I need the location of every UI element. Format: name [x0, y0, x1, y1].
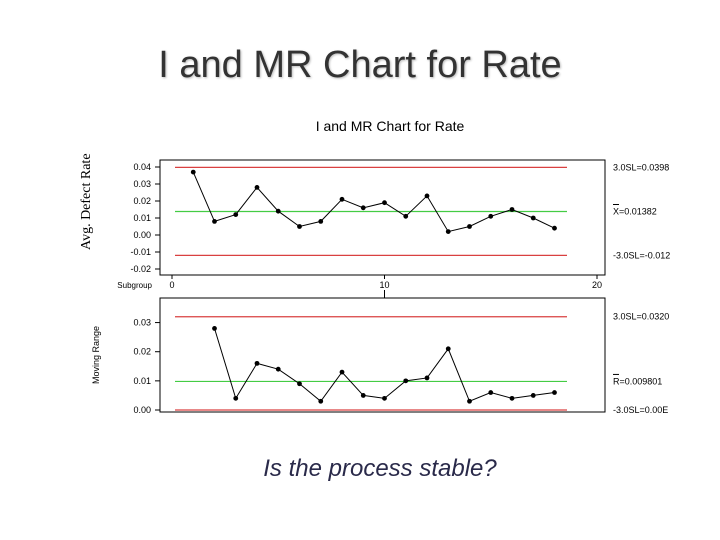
x-tick-label: 0	[169, 280, 174, 290]
data-point	[297, 224, 302, 229]
data-point	[467, 224, 472, 229]
data-point	[488, 390, 494, 395]
data-point	[212, 326, 217, 331]
x-axis-label: Subgroup	[117, 281, 152, 290]
data-point	[360, 393, 366, 398]
chart-title: I and MR Chart for Rate	[316, 118, 465, 134]
data-point	[190, 169, 196, 175]
y-tick-label: -0.02	[130, 264, 151, 274]
y-tick-label: 0.04	[133, 162, 151, 172]
mr-y-axis-label: Moving Range	[91, 326, 101, 384]
data-point	[467, 398, 472, 404]
x-tick-label: 20	[592, 280, 602, 290]
data-point	[212, 219, 217, 224]
y-tick-label: 0.00	[133, 405, 151, 415]
data-point	[424, 193, 430, 199]
data-point	[254, 185, 260, 190]
y-tick-label: 0.02	[133, 196, 151, 206]
data-point	[318, 398, 324, 404]
center-label: X=0.01382	[613, 207, 657, 217]
y-tick-label: -0.01	[130, 247, 151, 257]
question-text: Is the process stable?	[263, 455, 497, 482]
data-point	[403, 213, 409, 219]
data-point	[445, 346, 451, 352]
data-point	[509, 207, 515, 212]
lcl-label: -3.0SL=-0.012	[613, 250, 670, 260]
data-point	[445, 229, 451, 234]
data-point	[318, 219, 324, 224]
data-point	[275, 208, 281, 214]
y-tick-label: 0.01	[133, 376, 151, 386]
plot-frame	[159, 297, 606, 413]
slide-title: I and MR Chart for Rate	[158, 44, 562, 86]
y-tick-label: 0.03	[133, 318, 151, 328]
y-tick-label: 0.01	[133, 213, 151, 223]
individuals-chart: I and MR Chart for Rate 0.04 0.03 0.02 0.01 0…	[117, 118, 670, 298]
data-point	[530, 393, 536, 398]
data-point	[509, 395, 515, 401]
data-point	[403, 378, 409, 384]
control-chart: I and MR Chart for Rate0.040.030.020.010…	[91, 118, 670, 415]
data-point	[382, 395, 387, 401]
x-tick-label: 10	[379, 280, 389, 290]
ucl-label: 3.0SL=0.0320	[613, 312, 669, 322]
data-point	[552, 390, 557, 395]
center-label: R=0.009801	[613, 376, 662, 386]
data-point	[424, 375, 430, 381]
data-point	[297, 381, 302, 387]
y-tick-label: 0.03	[133, 179, 151, 189]
data-point	[552, 225, 557, 231]
data-point	[360, 205, 366, 211]
data-point	[530, 215, 536, 221]
data-point	[254, 360, 260, 366]
data-point	[339, 196, 345, 202]
lcl-label: -3.0SL=0.00E	[613, 405, 668, 415]
ucl-label: 3.0SL=0.0398	[613, 162, 669, 172]
data-point	[233, 212, 239, 217]
series-line	[214, 328, 555, 402]
data-point	[382, 200, 387, 206]
data-point	[339, 369, 345, 375]
series-line	[192, 171, 555, 233]
y-tick-label: 0.02	[133, 347, 151, 357]
data-point	[275, 366, 281, 372]
y-tick-label: 0.00	[133, 230, 151, 240]
data-point	[233, 395, 239, 401]
data-point	[488, 213, 494, 219]
moving-range-chart: 0.03 0.02 0.01 0.00 3.0SL=0.0320 R=0.009801 -3…	[91, 297, 669, 415]
